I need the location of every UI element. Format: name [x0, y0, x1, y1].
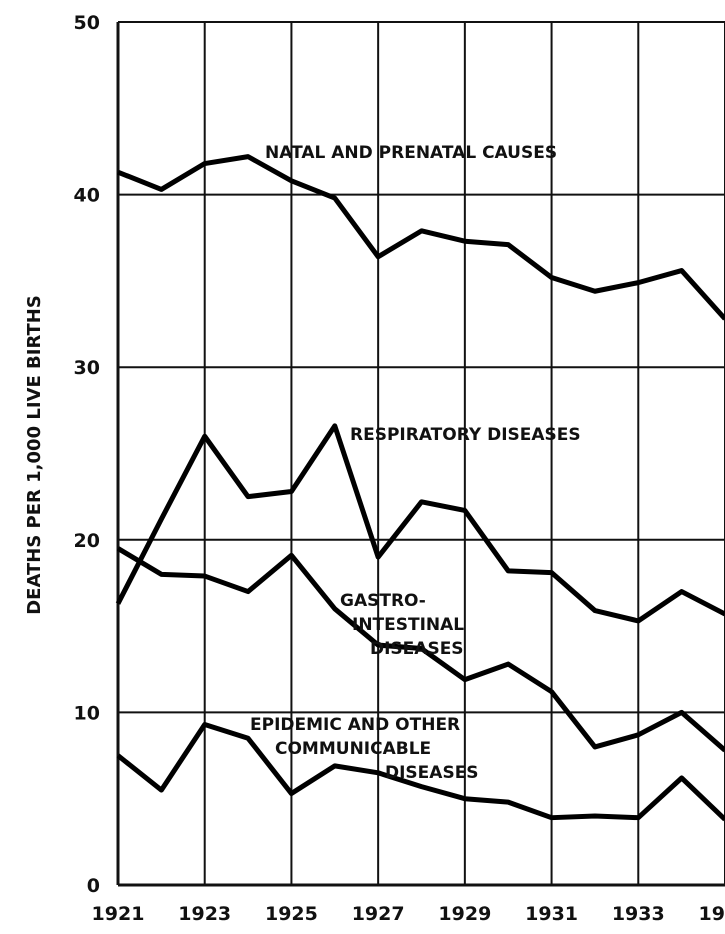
x-tick-label: 1923: [178, 903, 231, 925]
y-tick-label: 40: [74, 185, 100, 207]
y-axis-label: DEATHS PER 1,000 LIVE BIRTHS: [24, 295, 45, 615]
series-label: EPIDEMIC AND OTHER COMMUNICABLE DISEASES: [250, 715, 479, 783]
y-tick-label: 20: [74, 530, 100, 552]
series-line: [115, 423, 725, 624]
series-line: [116, 721, 725, 822]
y-tick-label: 10: [74, 702, 100, 724]
x-tick-label: 1921: [92, 903, 145, 925]
series-line: [117, 154, 725, 321]
x-tick-label: 1931: [525, 903, 578, 925]
series-label: RESPIRATORY DISEASES: [350, 425, 581, 445]
x-tick-label: 1935: [699, 903, 725, 925]
series-label: NATAL AND PRENATAL CAUSES: [265, 143, 557, 163]
x-tick-label: 1929: [438, 903, 491, 925]
x-tick-label: 1925: [265, 903, 318, 925]
series-line: [116, 546, 725, 753]
y-tick-label: 0: [87, 875, 100, 897]
x-tick-label: 1927: [352, 903, 405, 925]
series-label: GASTRO-INTESTINAL DISEASES: [340, 591, 464, 659]
y-tick-label: 30: [74, 357, 100, 379]
y-tick-label: 50: [74, 12, 100, 34]
x-tick-label: 1933: [612, 903, 665, 925]
